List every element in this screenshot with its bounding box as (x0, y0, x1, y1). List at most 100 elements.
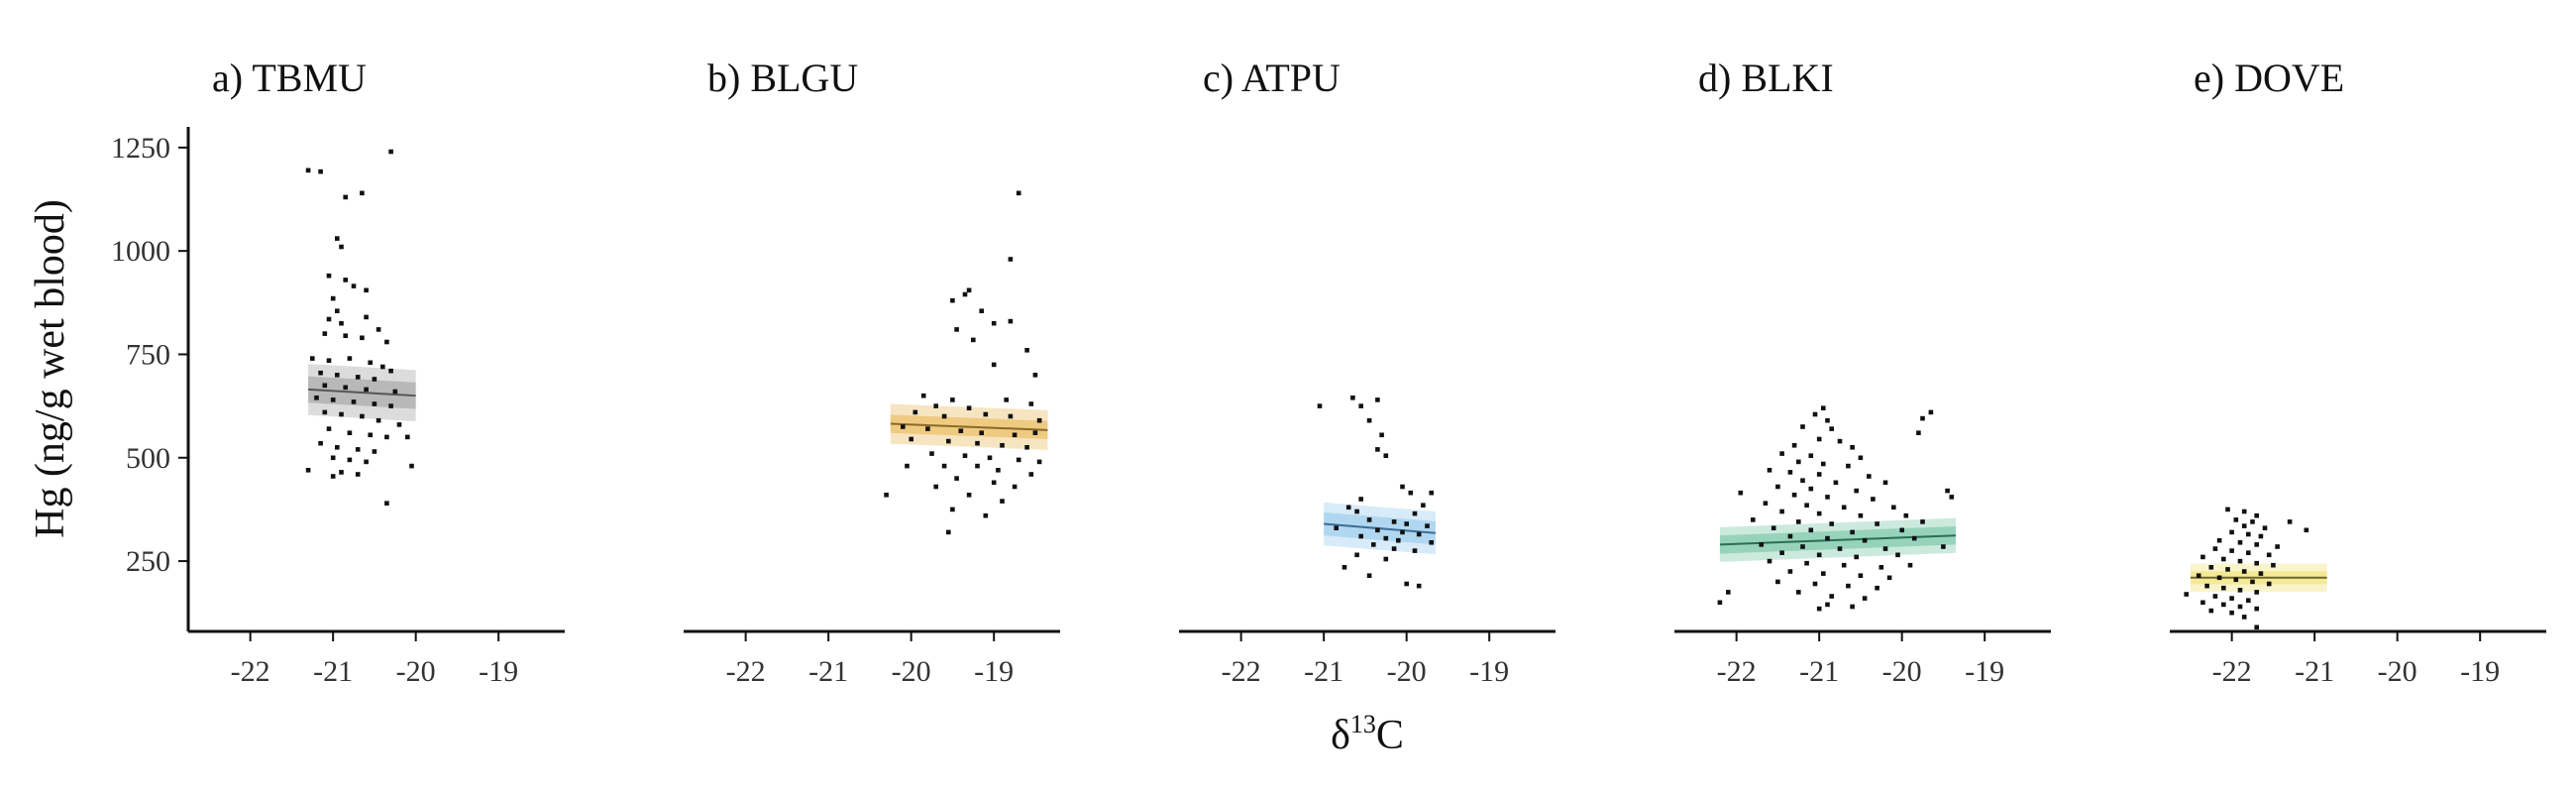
data-point (355, 447, 361, 452)
x-tick-label: -21 (1304, 655, 1343, 688)
data-point (1816, 606, 1822, 612)
data-point (380, 364, 385, 370)
data-point (1416, 583, 1422, 589)
data-point (2241, 523, 2247, 528)
data-point (2200, 600, 2205, 606)
x-tick-label: -22 (1222, 655, 1261, 688)
data-point (1882, 480, 1888, 486)
data-point (384, 501, 389, 506)
data-point (2233, 517, 2239, 522)
panel-title: c) ATPU (1203, 56, 1341, 100)
data-point (360, 413, 365, 419)
data-point (1000, 499, 1005, 504)
data-point (1858, 455, 1864, 461)
data-point (2241, 615, 2247, 620)
x-tick-label: -20 (1387, 655, 1427, 688)
data-point (372, 401, 377, 406)
data-point (2212, 546, 2218, 551)
data-point (2221, 602, 2226, 608)
data-point (355, 375, 361, 380)
data-point (941, 463, 947, 469)
data-point (1028, 472, 1034, 477)
x-tick-label: -20 (892, 655, 931, 688)
data-point (941, 413, 947, 419)
data-point (1899, 527, 1904, 533)
data-point (1833, 480, 1839, 486)
data-point (954, 327, 959, 332)
data-point (409, 463, 414, 469)
data-point (1767, 558, 1772, 564)
data-point (1886, 575, 1892, 581)
data-point (884, 493, 889, 498)
data-point (971, 337, 976, 343)
x-tick-label: -21 (313, 655, 353, 688)
data-point (2271, 562, 2276, 568)
data-point (1016, 190, 1021, 196)
data-point (1759, 542, 1764, 547)
data-point (2241, 569, 2247, 574)
data-point (1796, 459, 1801, 465)
data-point (1928, 409, 1934, 415)
data-point (1858, 573, 1864, 578)
data-point (2246, 550, 2251, 555)
data-point (326, 358, 332, 363)
data-point (1787, 569, 1793, 574)
data-point (1763, 501, 1769, 506)
data-point (1024, 348, 1029, 353)
data-point (962, 291, 968, 297)
data-point (1920, 415, 1925, 421)
data-point (1024, 445, 1029, 450)
data-point (335, 373, 340, 378)
data-point (2200, 554, 2205, 560)
data-point (1000, 443, 1005, 448)
data-point (1400, 529, 1405, 535)
data-point (954, 476, 959, 481)
data-point (1875, 521, 1879, 526)
data-point (1016, 457, 1021, 463)
data-point (335, 236, 340, 241)
data-point (339, 411, 344, 417)
data-point (364, 459, 369, 465)
data-point (1779, 451, 1784, 456)
data-point (2212, 594, 2218, 599)
data-point (1791, 443, 1797, 448)
data-point (360, 190, 365, 196)
data-point (1342, 565, 1347, 570)
data-point (912, 409, 918, 415)
panel-1: a) TBMU 250 500 750 1000 1250 -22 -21 -20 -19 (111, 56, 565, 688)
y-tick-label: 250 (126, 545, 170, 578)
data-point (1779, 550, 1784, 555)
data-point (1771, 525, 1776, 530)
data-point (1837, 546, 1843, 551)
data-point (2229, 529, 2234, 535)
data-point (1751, 517, 1756, 522)
data-point (905, 463, 910, 469)
data-point (1391, 546, 1397, 551)
data-point (1358, 497, 1363, 502)
data-point (1854, 554, 1859, 560)
data-point (2250, 579, 2255, 585)
regression-line (308, 388, 416, 397)
data-point (929, 451, 934, 456)
data-point (950, 297, 955, 303)
data-point (1738, 490, 1744, 496)
data-point (1383, 556, 1389, 562)
data-point (1345, 505, 1351, 510)
data-point (1383, 453, 1389, 458)
data-point (991, 480, 997, 486)
data-point (1821, 461, 1826, 467)
data-point (339, 244, 344, 250)
data-point (2237, 540, 2243, 545)
data-point (314, 396, 319, 400)
data-point (1825, 535, 1830, 541)
data-point (384, 434, 389, 440)
panel-title: a) TBMU (212, 56, 367, 100)
data-point (368, 432, 373, 438)
data-point (1812, 581, 1818, 587)
panel-5: e) DOVE -22 -21 -20 -19 (2170, 56, 2546, 688)
data-point (1907, 562, 1913, 568)
data-point (1846, 583, 1851, 589)
x-tick-label: -20 (1882, 655, 1922, 688)
data-point (1375, 447, 1380, 452)
data-point (2250, 519, 2255, 524)
